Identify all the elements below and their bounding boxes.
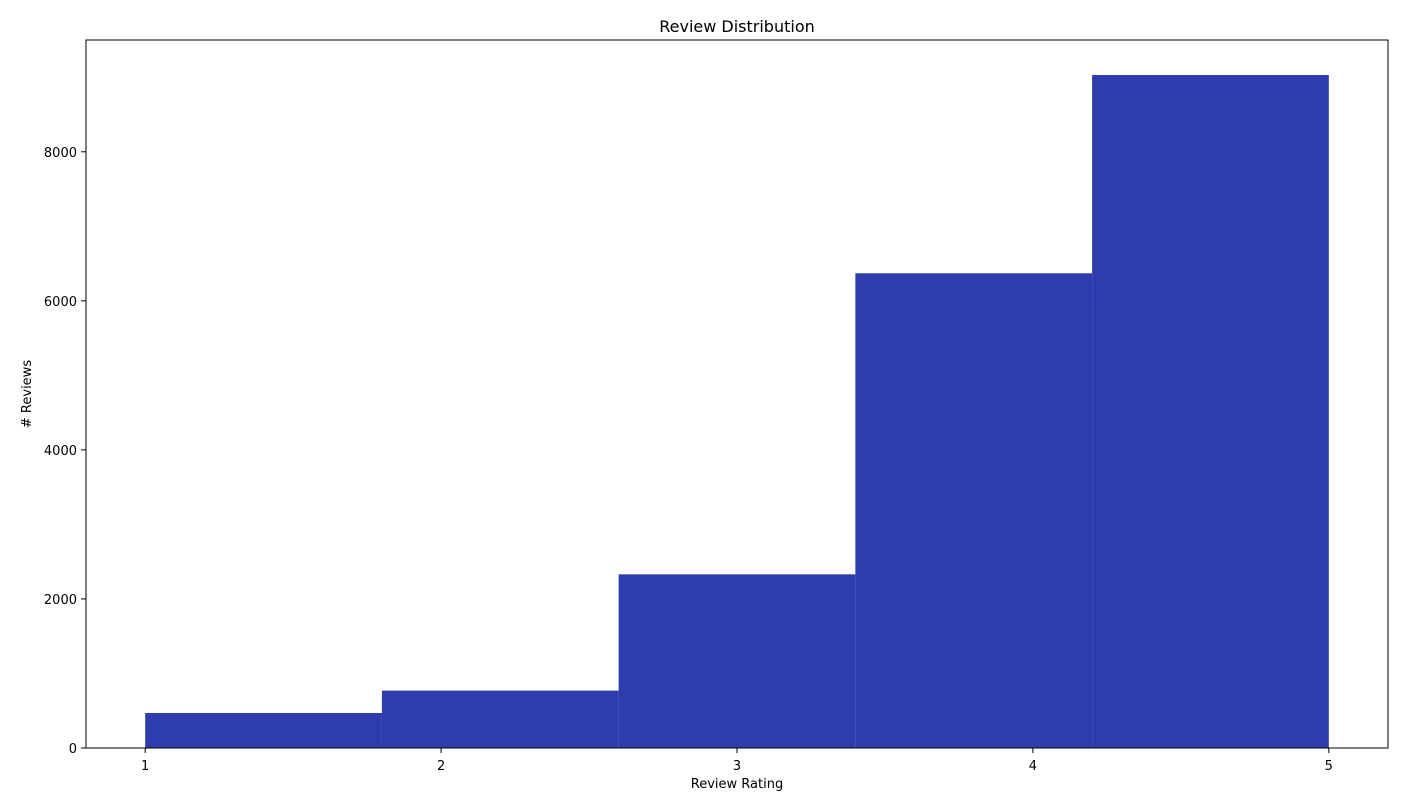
chart-title: Review Distribution [659, 17, 815, 36]
x-tick-label: 1 [141, 759, 149, 774]
histogram-bar-2 [381, 690, 619, 748]
x-tick-label: 4 [1029, 759, 1037, 774]
x-tick-label: 5 [1325, 759, 1333, 774]
histogram-bar-4 [855, 273, 1093, 748]
histogram-bar-1 [145, 712, 382, 748]
histogram-bar-3 [618, 574, 856, 748]
y-axis-ticks: 0 2000 4000 6000 8000 [44, 146, 86, 757]
x-axis-ticks: 1 2 3 4 5 [141, 748, 1333, 774]
x-axis-label: Review Rating [691, 777, 783, 792]
y-tick-label: 4000 [44, 444, 77, 459]
y-axis-label: # Reviews [20, 360, 35, 428]
histogram-bar-5 [1092, 75, 1329, 749]
y-tick-label: 0 [69, 742, 77, 757]
x-tick-label: 2 [437, 759, 445, 774]
x-tick-label: 3 [733, 759, 741, 774]
bars-group [145, 75, 1329, 749]
y-tick-label: 6000 [44, 295, 77, 310]
y-tick-label: 8000 [44, 146, 77, 161]
y-tick-label: 2000 [44, 593, 77, 608]
